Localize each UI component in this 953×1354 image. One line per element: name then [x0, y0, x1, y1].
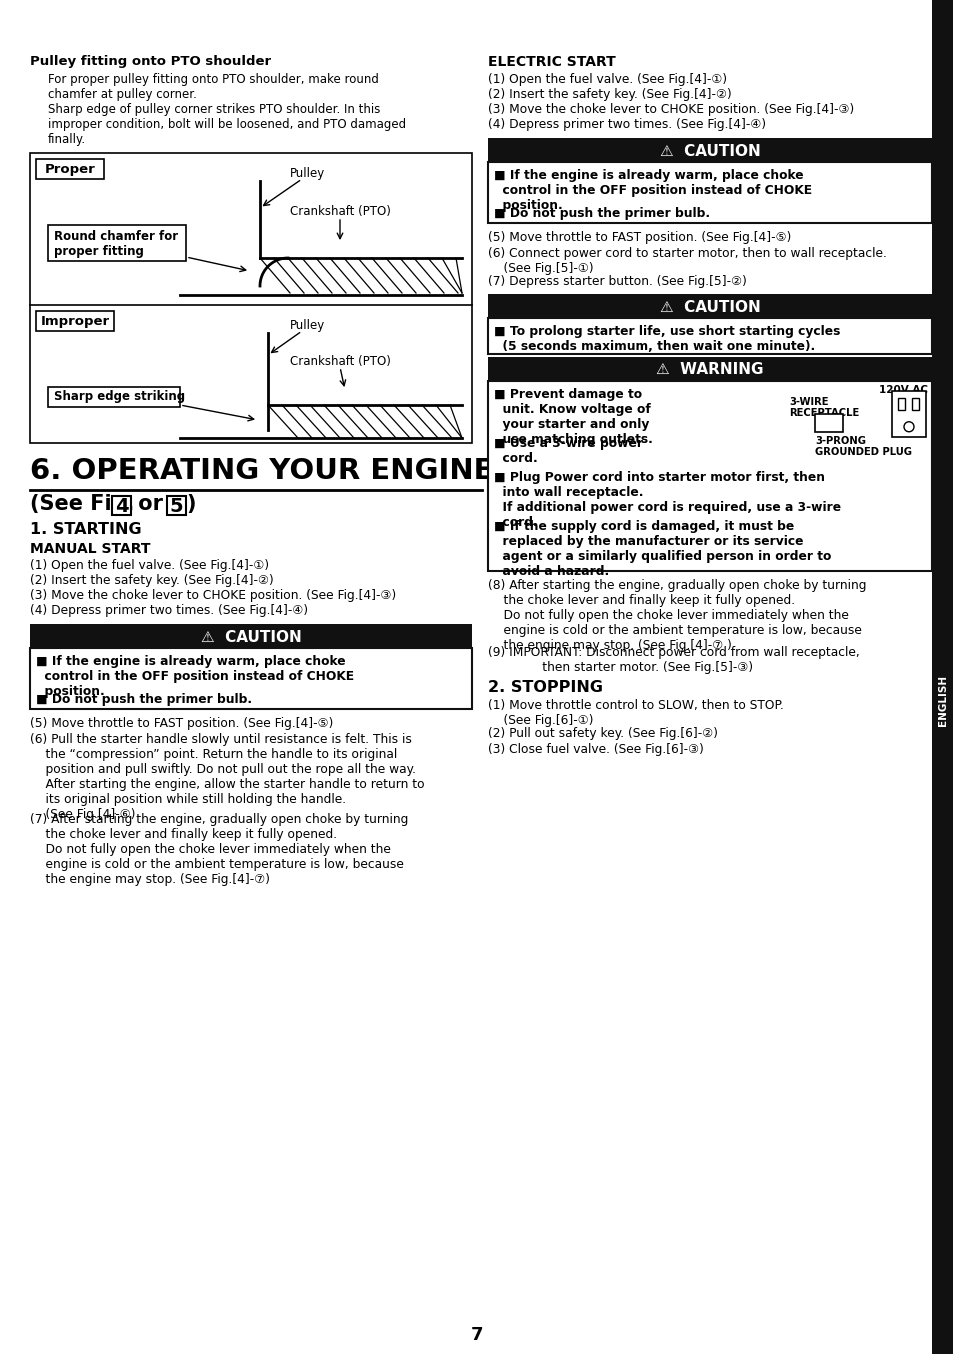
- Bar: [36, 311, 113, 330]
- Text: (See Fig.: (See Fig.: [30, 494, 141, 515]
- Text: ■ Do not push the primer bulb.: ■ Do not push the primer bulb.: [36, 693, 252, 707]
- Text: For proper pulley fitting onto PTO shoulder, make round
chamfer at pulley corner: For proper pulley fitting onto PTO shoul…: [48, 73, 378, 102]
- Text: ⚠  CAUTION: ⚠ CAUTION: [659, 299, 760, 314]
- Text: 6. OPERATING YOUR ENGINE: 6. OPERATING YOUR ENGINE: [30, 458, 493, 485]
- Text: Proper: Proper: [45, 164, 95, 176]
- Text: (4) Depress primer two times. (See Fig.[4]-④): (4) Depress primer two times. (See Fig.[…: [488, 118, 765, 131]
- Text: Pulley: Pulley: [290, 320, 325, 332]
- Bar: [814, 414, 842, 432]
- Bar: [112, 496, 131, 515]
- Text: (2) Insert the safety key. (See Fig.[4]-②): (2) Insert the safety key. (See Fig.[4]-…: [488, 88, 731, 102]
- Text: (8) After starting the engine, gradually open choke by turning
    the choke lev: (8) After starting the engine, gradually…: [488, 580, 865, 653]
- Text: 3-PRONG
GROUNDED PLUG: 3-PRONG GROUNDED PLUG: [814, 436, 911, 458]
- Text: ⚠  CAUTION: ⚠ CAUTION: [200, 630, 301, 645]
- Text: or: or: [131, 494, 170, 515]
- Text: Pulley: Pulley: [290, 167, 325, 180]
- Text: ⚠  CAUTION: ⚠ CAUTION: [659, 144, 760, 158]
- Text: ELECTRIC START: ELECTRIC START: [488, 56, 615, 69]
- Text: ■ Prevent damage to
  unit. Know voltage of
  your starter and only
  use matchi: ■ Prevent damage to unit. Know voltage o…: [494, 387, 652, 445]
- Text: (2) Insert the safety key. (See Fig.[4]-②): (2) Insert the safety key. (See Fig.[4]-…: [30, 574, 274, 588]
- Text: ■ If the supply cord is damaged, it must be
  replaced by the manufacturer or it: ■ If the supply cord is damaged, it must…: [494, 520, 830, 578]
- Bar: [488, 138, 931, 162]
- Text: 3-WIRE
RECEPTACLE: 3-WIRE RECEPTACLE: [788, 397, 859, 418]
- Bar: [30, 649, 472, 709]
- Text: 120V AC: 120V AC: [878, 385, 927, 395]
- Text: (1) Open the fuel valve. (See Fig.[4]-①): (1) Open the fuel valve. (See Fig.[4]-①): [30, 559, 269, 571]
- Text: Sharp edge striking: Sharp edge striking: [54, 390, 185, 403]
- Bar: [911, 398, 918, 410]
- Text: (9) IMPORTANT: Disconnect power cord from wall receptacle,
              then st: (9) IMPORTANT: Disconnect power cord fro…: [488, 646, 859, 674]
- Text: 5: 5: [170, 497, 183, 516]
- Bar: [488, 162, 931, 223]
- Bar: [48, 387, 180, 408]
- Text: ENGLISH: ENGLISH: [937, 674, 947, 726]
- Text: ■ If the engine is already warm, place choke
  control in the OFF position inste: ■ If the engine is already warm, place c…: [36, 655, 354, 699]
- Text: (1) Move throttle control to SLOW, then to STOP.
    (See Fig.[6]-①): (1) Move throttle control to SLOW, then …: [488, 699, 783, 727]
- Text: Round chamfer for
proper fitting: Round chamfer for proper fitting: [54, 230, 178, 259]
- Text: (6) Pull the starter handle slowly until resistance is felt. This is
    the “co: (6) Pull the starter handle slowly until…: [30, 733, 424, 821]
- Text: ■ Use a 3-wire power
  cord.: ■ Use a 3-wire power cord.: [494, 437, 642, 464]
- Bar: [897, 398, 904, 410]
- Text: ): ): [186, 494, 195, 515]
- Bar: [36, 158, 104, 179]
- Bar: [931, 0, 953, 1354]
- Text: (2) Pull out safety key. (See Fig.[6]-②): (2) Pull out safety key. (See Fig.[6]-②): [488, 727, 718, 741]
- Text: 7: 7: [470, 1326, 483, 1345]
- Bar: [488, 318, 931, 353]
- Text: 2. STOPPING: 2. STOPPING: [488, 680, 602, 695]
- Circle shape: [903, 421, 913, 432]
- Text: Improper: Improper: [40, 315, 110, 329]
- Text: (7) After starting the engine, gradually open choke by turning
    the choke lev: (7) After starting the engine, gradually…: [30, 812, 408, 886]
- Text: Sharp edge of pulley corner strikes PTO shoulder. In this
improper condition, bo: Sharp edge of pulley corner strikes PTO …: [48, 103, 406, 146]
- Text: ⚠  WARNING: ⚠ WARNING: [656, 363, 763, 378]
- Text: (3) Close fuel valve. (See Fig.[6]-③): (3) Close fuel valve. (See Fig.[6]-③): [488, 743, 703, 757]
- Text: (7) Depress starter button. (See Fig.[5]-②): (7) Depress starter button. (See Fig.[5]…: [488, 275, 746, 288]
- Bar: [488, 380, 931, 571]
- Text: Crankshaft (PTO): Crankshaft (PTO): [290, 204, 391, 218]
- Text: ■ If the engine is already warm, place choke
  control in the OFF position inste: ■ If the engine is already warm, place c…: [494, 169, 811, 213]
- Text: MANUAL START: MANUAL START: [30, 542, 151, 556]
- Text: (3) Move the choke lever to CHOKE position. (See Fig.[4]-③): (3) Move the choke lever to CHOKE positi…: [488, 103, 853, 116]
- Bar: [48, 225, 186, 261]
- Text: (4) Depress primer two times. (See Fig.[4]-④): (4) Depress primer two times. (See Fig.[…: [30, 604, 308, 617]
- Text: ■ To prolong starter life, use short starting cycles
  (5 seconds maximum, then : ■ To prolong starter life, use short sta…: [494, 325, 840, 353]
- Text: (1) Open the fuel valve. (See Fig.[4]-①): (1) Open the fuel valve. (See Fig.[4]-①): [488, 73, 726, 87]
- Text: Pulley fitting onto PTO shoulder: Pulley fitting onto PTO shoulder: [30, 56, 271, 68]
- Bar: [488, 356, 931, 380]
- Text: (5) Move throttle to FAST position. (See Fig.[4]-⑤): (5) Move throttle to FAST position. (See…: [488, 232, 791, 244]
- Text: 1. STARTING: 1. STARTING: [30, 523, 141, 538]
- Bar: [30, 153, 472, 443]
- Bar: [891, 391, 925, 437]
- Text: 4: 4: [114, 497, 128, 516]
- Bar: [167, 496, 186, 515]
- Text: ■ Plug Power cord into starter motor first, then
  into wall receptacle.
  If ad: ■ Plug Power cord into starter motor fir…: [494, 471, 841, 528]
- Text: (6) Connect power cord to starter motor, then to wall receptacle.
    (See Fig.[: (6) Connect power cord to starter motor,…: [488, 246, 886, 275]
- Text: (5) Move throttle to FAST position. (See Fig.[4]-⑤): (5) Move throttle to FAST position. (See…: [30, 718, 333, 730]
- Text: (3) Move the choke lever to CHOKE position. (See Fig.[4]-③): (3) Move the choke lever to CHOKE positi…: [30, 589, 395, 603]
- Text: Crankshaft (PTO): Crankshaft (PTO): [290, 355, 391, 368]
- Text: ■ Do not push the primer bulb.: ■ Do not push the primer bulb.: [494, 207, 709, 221]
- Bar: [30, 624, 472, 649]
- Bar: [488, 294, 931, 318]
